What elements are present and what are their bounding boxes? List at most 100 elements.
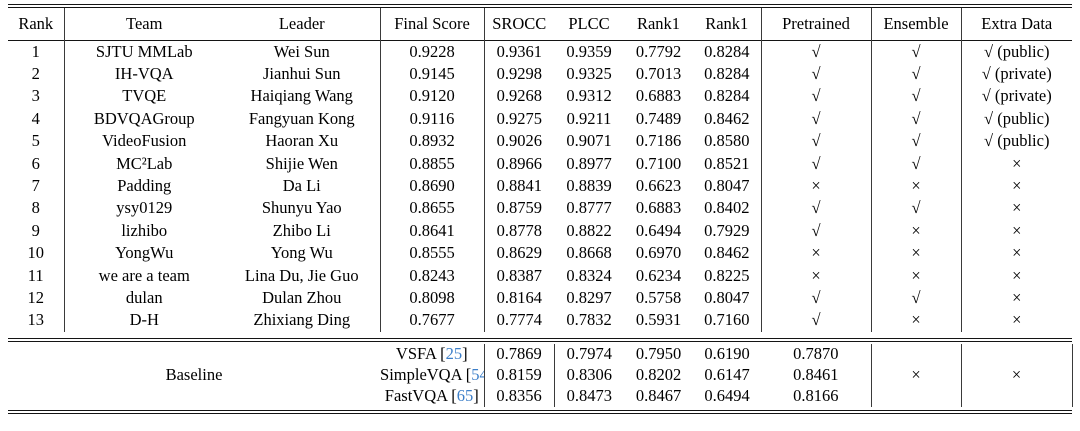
pretrained-cell: √: [761, 62, 872, 86]
rank-cell: 1: [8, 40, 65, 63]
extra-cell: √ (public): [984, 131, 1050, 151]
ensemble-cell: ×: [871, 309, 962, 332]
srocc-cell: 0.8164: [496, 287, 542, 307]
leader-cell: Haiqiang Wang: [224, 85, 381, 108]
team-cell: ysy0129: [116, 198, 173, 218]
rank1b-cell: 0.8047: [693, 286, 762, 310]
rank1b-cell: 0.8284: [693, 40, 762, 63]
rank1b-cell: 0.7870: [761, 343, 872, 365]
extra-cell: ×: [1012, 243, 1022, 263]
ensemble-cell: √: [871, 286, 962, 310]
rank1a-cell: 0.6970: [635, 243, 682, 263]
plcc-cell: 0.7950: [635, 344, 682, 364]
column-header-ensemble: Ensemble: [871, 8, 962, 40]
ensemble-cell: ×: [871, 242, 962, 265]
ensemble-cell: ×: [871, 264, 962, 287]
table-row: 10 YongWu Yong Wu 0.8555 0.8629 0.8668 0.6970 0…: [8, 242, 1072, 265]
ensemble-cell: √: [871, 40, 962, 63]
rank1a-cell: 0.7100: [635, 153, 682, 173]
pretrained-cell: ×: [761, 264, 872, 287]
pretrained-cell: √: [761, 130, 872, 153]
ensemble-cell: √: [871, 107, 962, 131]
extra-cell: ×: [1012, 310, 1022, 330]
plcc-cell: 0.8467: [635, 386, 682, 406]
rank1a-cell: 0.7013: [635, 64, 682, 84]
column-header-pretrained: Pretrained: [761, 8, 872, 40]
table-row: 13 D-H Zhixiang Ding 0.7677 0.7774 0.7832 0.59…: [8, 309, 1072, 332]
srocc-cell: 0.9026: [496, 131, 542, 151]
srocc-cell: 0.8759: [496, 198, 542, 218]
rank1b-cell: 0.8166: [761, 385, 872, 407]
baseline-row: SimpleVQA [54]0.8159 0.8306 0.8202 0.6147 0.…: [8, 364, 1072, 386]
srocc-cell: 0.8841: [496, 176, 542, 196]
table-header: Rank Team Leader Final Score SROCC PLCC …: [8, 8, 1072, 40]
final-cell: 0.8555: [380, 242, 485, 265]
table-row: 6 MC²Lab Shijie Wen 0.8855 0.8966 0.8977 0.710…: [8, 152, 1072, 175]
rank1a-cell: 0.7792: [635, 41, 682, 61]
table-row: 2 IH-VQA Jianhui Sun 0.9145 0.9298 0.9325 0.70…: [8, 62, 1072, 86]
leader-cell: Jianhui Sun: [224, 62, 381, 86]
srocc-cell: 0.9298: [496, 64, 542, 84]
baseline-method-cell: FastVQA [65]: [380, 385, 485, 407]
rank1a-cell: 0.5758: [635, 287, 682, 307]
final-cell: 0.8356: [484, 385, 555, 407]
leader-cell: Fangyuan Kong: [224, 107, 381, 131]
plcc-cell: 0.8822: [566, 220, 612, 240]
plcc-cell: 0.8977: [566, 153, 612, 173]
final-cell: 0.8159: [484, 364, 555, 386]
leaderboard-table: Rank Team Leader Final Score SROCC PLCC …: [8, 8, 1072, 332]
plcc-cell: 0.9071: [566, 131, 612, 151]
plcc-cell: 0.8777: [566, 198, 612, 218]
srocc-cell: 0.7774: [496, 310, 542, 330]
srocc-cell: 0.8966: [496, 153, 542, 173]
ensemble-cell: √: [871, 130, 962, 153]
ensemble-cell: √: [871, 62, 962, 86]
citation-link[interactable]: 25: [445, 344, 463, 364]
rank-cell: 12: [8, 286, 65, 310]
rank1b-cell: 0.8462: [693, 107, 762, 131]
team-cell: we are a team: [98, 265, 190, 285]
srocc-cell: 0.8306: [566, 365, 612, 385]
baseline-row: FastVQA [65] 0.8356 0.8473 0.8467 0.6494 0.81…: [8, 385, 1072, 407]
team-cell: D-H: [129, 310, 159, 330]
rank1a-cell: 0.5931: [635, 310, 682, 330]
extra-cell: ×: [1012, 153, 1022, 173]
method-suffix: ]: [462, 344, 468, 364]
pretrained-cell: √: [761, 40, 872, 63]
team-cell: IH-VQA: [114, 64, 174, 84]
srocc-cell: 0.7974: [566, 344, 612, 364]
srocc-cell: 0.8387: [496, 265, 542, 285]
plcc-cell: 0.9325: [566, 64, 612, 84]
rank1b-cell: 0.8284: [693, 62, 762, 86]
final-cell: 0.8098: [380, 286, 485, 310]
baseline-method-cell: SimpleVQA [54]: [380, 364, 485, 386]
pretrained-cell: √: [761, 219, 872, 243]
plcc-cell: 0.8297: [566, 287, 612, 307]
table-row: 3 TVQE Haiqiang Wang 0.9120 0.9268 0.9312 0.68…: [8, 85, 1072, 108]
rank1a-cell: 0.6623: [635, 176, 682, 196]
final-cell: 0.8655: [380, 197, 485, 220]
citation-link[interactable]: 65: [456, 386, 474, 406]
rank-cell: 13: [8, 309, 65, 332]
rank-cell: 9: [8, 219, 65, 243]
baseline-table: Baseline VSFA [25] 0.7869 0.7974 0.7950 0.619…: [8, 343, 1073, 407]
citation-link[interactable]: 54: [471, 365, 485, 385]
column-header-final-score: Final Score: [380, 8, 485, 40]
leader-cell: Haoran Xu: [224, 130, 381, 153]
rank1b-cell: 0.8461: [761, 364, 872, 386]
final-cell: 0.8243: [380, 264, 485, 287]
rank-cell: 6: [8, 152, 65, 175]
rank1a-cell: 0.6494: [635, 220, 682, 240]
extra-cell: √ (private): [981, 64, 1052, 84]
plcc-cell: 0.9359: [566, 41, 612, 61]
bottom-double-rule: [8, 409, 1072, 414]
final-cell: 0.9120: [380, 85, 485, 108]
team-cell: YongWu: [115, 243, 174, 263]
rank-cell: 4: [8, 107, 65, 131]
leader-cell: Shunyu Yao: [224, 197, 381, 220]
leader-cell: Yong Wu: [224, 242, 381, 265]
final-cell: 0.8855: [380, 152, 485, 175]
srocc-cell: 0.8778: [496, 220, 542, 240]
rank1a-cell: 0.7186: [635, 131, 682, 151]
